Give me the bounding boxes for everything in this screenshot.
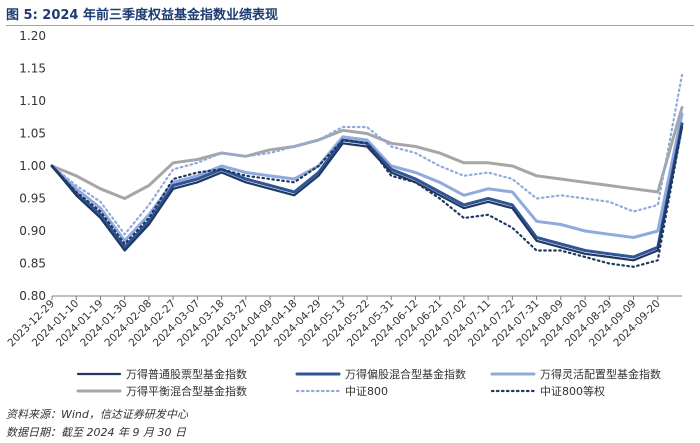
legend-label: 万得灵活配置型基金指数 — [540, 367, 661, 381]
y-tick-label: 1.05 — [19, 127, 46, 141]
series-line — [50, 106, 684, 200]
legend-label: 万得普通股票型基金指数 — [126, 367, 247, 381]
legend-label: 中证800等权 — [540, 384, 605, 398]
y-tick-label: 1.10 — [19, 94, 46, 108]
legend-label: 中证800 — [345, 385, 388, 398]
y-tick-label: 1.15 — [19, 62, 46, 76]
figure-title: 图 5: 2024 年前三季度权益基金指数业绩表现 — [6, 8, 279, 23]
series-layer — [50, 73, 684, 268]
legend-label: 万得偏股混合型基金指数 — [345, 367, 466, 381]
y-tick-label: 0.90 — [19, 224, 46, 238]
series-line — [50, 112, 684, 243]
data-date-note: 数据日期：截至 2024 年 9 月 30 日 — [6, 426, 186, 439]
legend-label: 万得平衡混合型基金指数 — [126, 384, 247, 398]
title-divider — [6, 25, 694, 26]
series-line — [50, 125, 684, 268]
y-tick-label: 1.20 — [19, 29, 46, 43]
series-line — [50, 125, 684, 262]
chart-legend: 万得普通股票型基金指数 万得偏股混合型基金指数 万得灵活配置型基金指数万得平衡混合型… — [76, 367, 661, 398]
source-note: 资料来源：Wind，信达证券研发中心 — [6, 408, 188, 421]
y-tick-label: 1.00 — [19, 159, 46, 173]
chart-axes: 0.800.850.900.951.001.051.101.151.202023… — [5, 29, 682, 349]
y-tick-label: 0.95 — [19, 192, 46, 206]
y-tick-label: 0.80 — [19, 289, 46, 303]
y-tick-label: 0.85 — [19, 257, 46, 271]
series-line — [50, 73, 684, 236]
